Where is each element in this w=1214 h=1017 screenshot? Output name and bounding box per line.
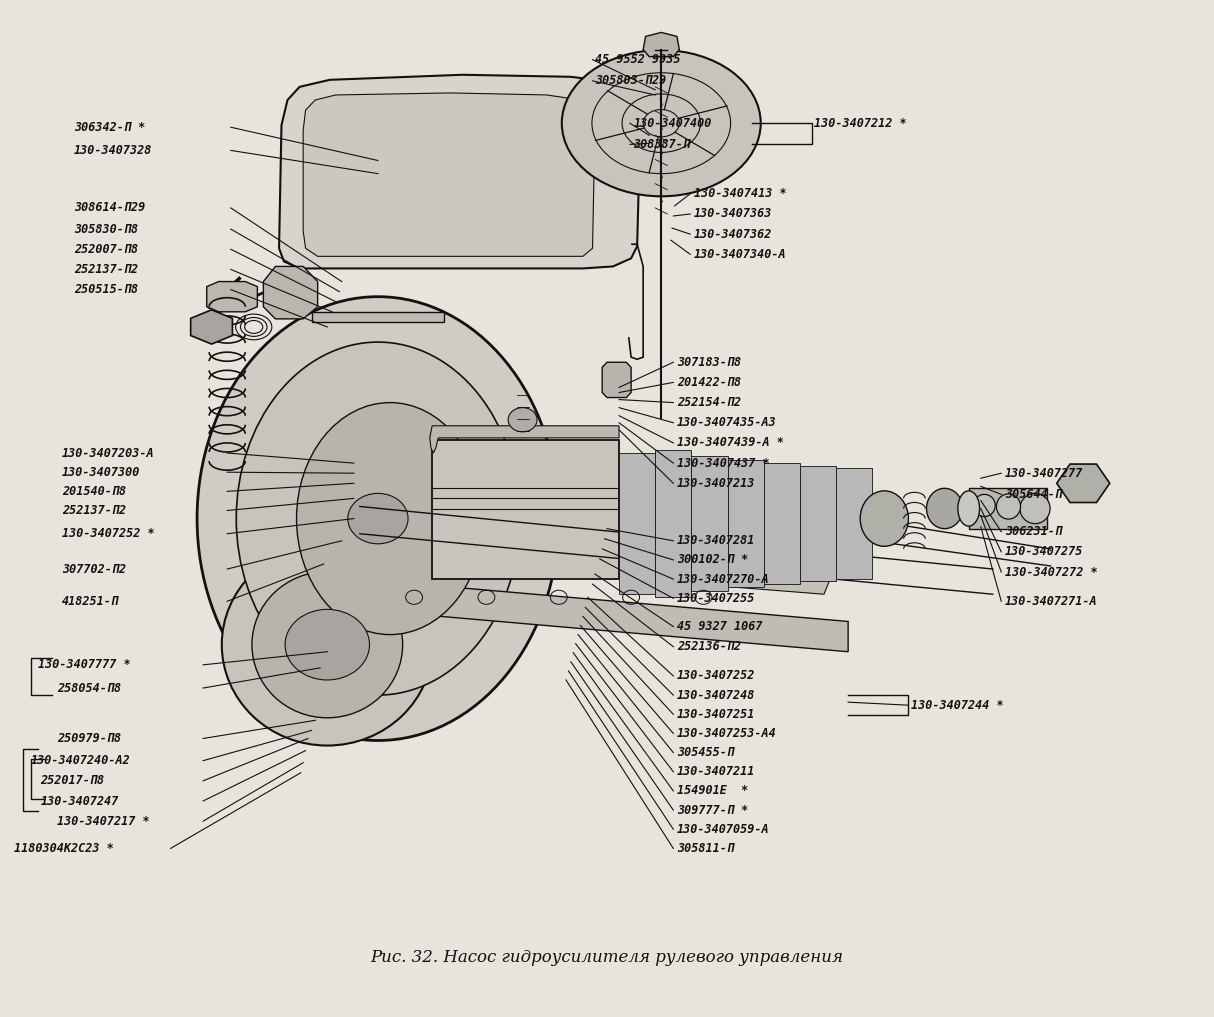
Text: 201540-П8: 201540-П8: [62, 485, 126, 498]
Polygon shape: [206, 282, 257, 312]
Polygon shape: [304, 93, 595, 256]
Text: 130-3407252: 130-3407252: [677, 669, 755, 682]
Text: 130-3407253-А4: 130-3407253-А4: [677, 727, 777, 740]
Polygon shape: [1056, 464, 1110, 502]
Text: 130-3407281: 130-3407281: [677, 534, 755, 547]
Circle shape: [285, 609, 369, 680]
Ellipse shape: [237, 342, 520, 695]
Text: 306342-П *: 306342-П *: [74, 121, 146, 133]
Text: 305830-П8: 305830-П8: [74, 223, 138, 236]
Polygon shape: [378, 544, 830, 594]
Ellipse shape: [253, 572, 403, 718]
Text: 258054-П8: 258054-П8: [57, 681, 121, 695]
Polygon shape: [263, 266, 318, 319]
Text: 45 9552 9935: 45 9552 9935: [595, 53, 680, 66]
Polygon shape: [692, 456, 727, 591]
Text: 305811-П: 305811-П: [677, 842, 734, 855]
Polygon shape: [432, 440, 619, 579]
Text: 418251-П: 418251-П: [62, 595, 119, 608]
Ellipse shape: [296, 403, 483, 635]
Polygon shape: [800, 466, 836, 581]
Ellipse shape: [197, 297, 558, 740]
Polygon shape: [727, 460, 764, 587]
Circle shape: [347, 493, 408, 544]
Text: 252137-П2: 252137-П2: [62, 504, 126, 517]
Polygon shape: [836, 468, 872, 579]
Text: 309777-П *: 309777-П *: [677, 803, 748, 817]
Text: 130-3407240-А2: 130-3407240-А2: [30, 755, 130, 767]
Text: 130-3407271-А: 130-3407271-А: [1005, 595, 1097, 608]
Text: 250979-П8: 250979-П8: [57, 732, 121, 745]
Text: 305455-П: 305455-П: [677, 746, 734, 759]
Ellipse shape: [562, 50, 761, 196]
Text: 308387-П: 308387-П: [634, 138, 691, 151]
Circle shape: [509, 408, 537, 432]
Ellipse shape: [997, 494, 1021, 519]
Ellipse shape: [974, 494, 995, 517]
Ellipse shape: [222, 544, 432, 745]
Polygon shape: [619, 453, 656, 594]
Text: 130-3407400: 130-3407400: [634, 117, 711, 130]
Ellipse shape: [958, 491, 980, 526]
Text: 130-3407437 *: 130-3407437 *: [677, 457, 770, 470]
Text: 130-3407300: 130-3407300: [62, 466, 141, 479]
Text: 130-3407328: 130-3407328: [74, 144, 153, 157]
Text: 130-3407363: 130-3407363: [694, 207, 772, 221]
Text: 308614-П29: 308614-П29: [74, 201, 146, 215]
Text: 130-3407439-А *: 130-3407439-А *: [677, 436, 784, 450]
Text: 130-3407212 *: 130-3407212 *: [815, 117, 907, 130]
Text: 305644-П: 305644-П: [1005, 488, 1062, 501]
Polygon shape: [643, 33, 680, 57]
Polygon shape: [430, 426, 619, 453]
Text: 300102-П *: 300102-П *: [677, 553, 748, 566]
Text: 252136-П2: 252136-П2: [677, 640, 741, 653]
Text: 130-3407251: 130-3407251: [677, 708, 755, 721]
Text: 130-3407211: 130-3407211: [677, 765, 755, 778]
Polygon shape: [359, 579, 849, 652]
Polygon shape: [656, 450, 692, 597]
Text: 130-3407255: 130-3407255: [677, 592, 755, 605]
Text: 130-3407059-А: 130-3407059-А: [677, 823, 770, 836]
Text: 130-3407248: 130-3407248: [677, 689, 755, 702]
Text: 130-3407413 *: 130-3407413 *: [694, 187, 787, 200]
Ellipse shape: [1020, 493, 1050, 524]
Text: 130-3407777 *: 130-3407777 *: [38, 658, 131, 671]
Text: 130-3407270-А: 130-3407270-А: [677, 573, 770, 586]
Text: 130-3407275: 130-3407275: [1005, 545, 1083, 558]
Polygon shape: [279, 75, 641, 268]
Text: 130-3407340-А: 130-3407340-А: [694, 248, 787, 260]
Text: 130-3407217 *: 130-3407217 *: [57, 815, 149, 828]
Polygon shape: [764, 463, 800, 584]
Text: 1180304К2С23 *: 1180304К2С23 *: [13, 842, 114, 855]
Text: 130-3407247: 130-3407247: [40, 794, 119, 807]
Ellipse shape: [861, 491, 908, 546]
Text: 130-3407272 *: 130-3407272 *: [1005, 565, 1097, 579]
Text: 130-3407362: 130-3407362: [694, 228, 772, 241]
Text: 250515-П8: 250515-П8: [74, 283, 138, 296]
Text: 307702-П2: 307702-П2: [62, 562, 126, 576]
Text: 130-3407435-А3: 130-3407435-А3: [677, 416, 777, 429]
Text: 305803-П29: 305803-П29: [595, 74, 666, 87]
Ellipse shape: [926, 488, 963, 529]
Text: 306231-П: 306231-П: [1005, 525, 1062, 538]
Text: 307183-П8: 307183-П8: [677, 356, 741, 369]
Text: 130-3407277: 130-3407277: [1005, 467, 1083, 480]
Polygon shape: [969, 488, 1046, 529]
Text: 252137-П2: 252137-П2: [74, 263, 138, 276]
Text: Рис. 32. Насос гидроусилителя рулевого управления: Рис. 32. Насос гидроусилителя рулевого у…: [370, 949, 844, 966]
Text: 252017-П8: 252017-П8: [40, 774, 104, 787]
Polygon shape: [312, 312, 444, 322]
Polygon shape: [602, 362, 631, 398]
Text: 130-3407244 *: 130-3407244 *: [910, 699, 1004, 712]
Polygon shape: [191, 310, 232, 344]
Text: 201422-П8: 201422-П8: [677, 376, 741, 388]
Text: 130-3407252 *: 130-3407252 *: [62, 527, 154, 540]
Text: 154901Е  *: 154901Е *: [677, 784, 748, 797]
Text: 252154-П2: 252154-П2: [677, 396, 741, 409]
Text: 130-3407213: 130-3407213: [677, 477, 755, 490]
Text: 130-3407203-А: 130-3407203-А: [62, 446, 154, 460]
Text: 45 9327 1067: 45 9327 1067: [677, 620, 762, 633]
Text: 252007-П8: 252007-П8: [74, 243, 138, 255]
